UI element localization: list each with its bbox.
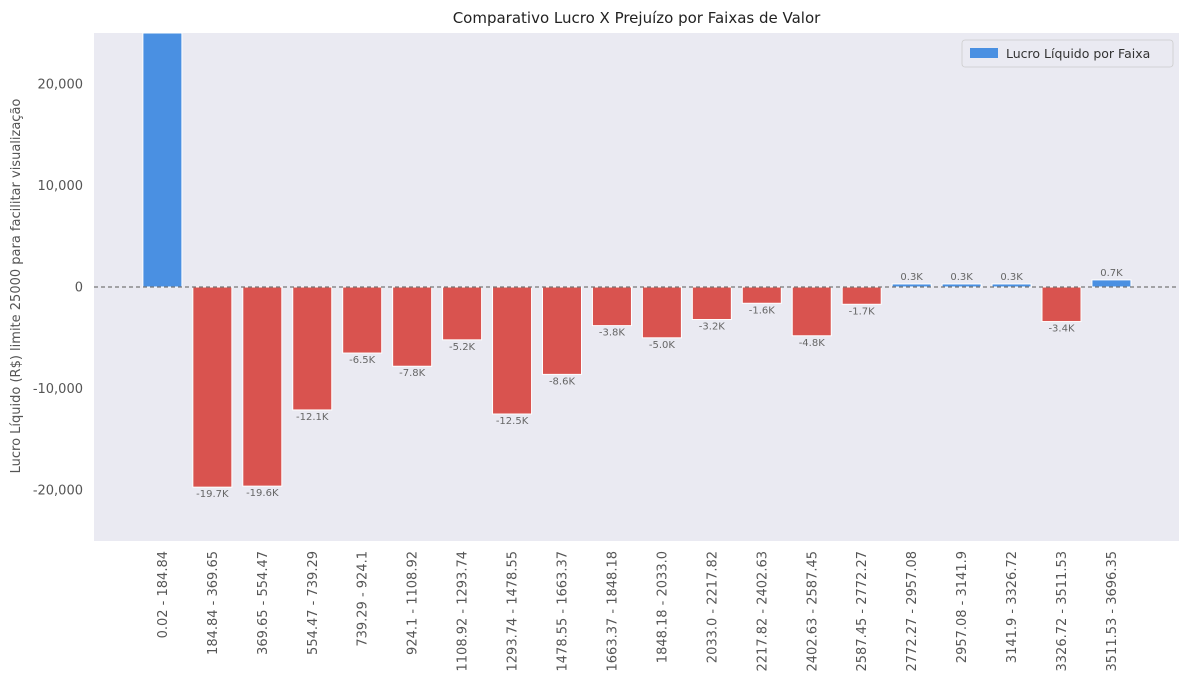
bar: [941, 283, 982, 288]
x-tick-label: 2402.63 - 2587.45: [805, 551, 820, 671]
bar-value-label: -6.5K: [349, 355, 376, 366]
x-tick-label: 2957.08 - 3141.9: [955, 551, 970, 663]
x-tick-label: 739.29 - 924.1: [356, 551, 371, 647]
y-tick-label: 20,000: [38, 77, 84, 92]
x-tick-label: 0.02 - 184.84: [156, 551, 171, 638]
bar-value-label: 0.3K: [900, 272, 923, 283]
y-tick-label: -10,000: [33, 382, 83, 397]
bar-value-label: -5.2K: [449, 342, 476, 353]
bar-value-label: -4.8K: [799, 338, 826, 349]
x-tick-label: 1293.74 - 1478.55: [506, 551, 521, 671]
bars-group: [142, 32, 1132, 488]
bar-value-label: -3.8K: [599, 328, 626, 339]
x-tick-label: 3326.72 - 3511.53: [1055, 551, 1070, 671]
x-tick-label: 2217.82 - 2402.63: [755, 551, 770, 671]
x-tick-label: 2033.0 - 2217.82: [705, 551, 720, 663]
bar-value-labels: -19.7K -19.6K -12.1K -6.5K -7.8K -5.2K -12.5K -…: [196, 268, 1123, 500]
y-axis-ticks: -20,000 -10,000 0 10,000 20,000: [33, 77, 83, 498]
bar-value-label: 0.3K: [1000, 272, 1023, 283]
bar: [492, 286, 533, 415]
bar: [192, 286, 233, 488]
x-tick-label: 184.84 - 369.65: [206, 551, 221, 655]
x-tick-label: 1848.18 - 2033.0: [655, 551, 670, 663]
chart-title: Comparativo Lucro X Prejuízo por Faixas …: [453, 9, 821, 27]
bar-value-label: -1.7K: [849, 306, 876, 317]
bar: [741, 286, 782, 304]
bar: [542, 286, 582, 375]
bar-value-label: -8.6K: [549, 376, 576, 387]
x-tick-label: 554.47 - 739.29: [306, 551, 321, 655]
bar-value-label: -5.0K: [649, 340, 676, 351]
bar: [1091, 279, 1132, 288]
bar: [342, 286, 383, 354]
x-tick-label: 924.1 - 1108.92: [406, 551, 421, 655]
bar: [691, 286, 732, 321]
x-axis-ticks: 0.02 - 184.84 184.84 - 369.65 369.65 - 554…: [156, 551, 1120, 671]
legend-label: Lucro Líquido por Faixa: [1006, 46, 1150, 61]
bar: [1041, 286, 1082, 323]
x-tick-label: 2587.45 - 2772.27: [855, 551, 870, 671]
y-axis-title: Lucro Líquido (R$) limite 25000 para fac…: [9, 99, 24, 474]
y-tick-label: 0: [75, 281, 83, 296]
bar-value-label: -7.8K: [399, 368, 426, 379]
bar-value-label: -19.6K: [246, 488, 279, 499]
bar-value-label: -3.2K: [699, 322, 726, 333]
bar: [392, 286, 433, 367]
bar: [292, 286, 333, 411]
legend: Lucro Líquido por Faixa: [961, 39, 1174, 68]
bar: [142, 32, 183, 288]
bar: [591, 286, 632, 327]
bar: [442, 286, 483, 341]
x-tick-label: 1663.37 - 1848.18: [605, 551, 620, 671]
bar-value-label: -12.5K: [496, 416, 529, 427]
legend-box: [961, 39, 1174, 68]
bar-value-label: -1.6K: [749, 305, 776, 316]
y-tick-label: -20,000: [33, 484, 83, 499]
x-tick-label: 2772.27 - 2957.08: [905, 551, 920, 671]
x-tick-label: 1478.55 - 1663.37: [556, 551, 571, 671]
x-tick-label: 369.65 - 554.47: [256, 551, 271, 655]
x-tick-label: 3141.9 - 3326.72: [1005, 551, 1020, 663]
bar-value-label: 0.3K: [950, 272, 973, 283]
x-tick-label: 3511.53 - 3696.35: [1105, 551, 1120, 671]
bar: [891, 283, 932, 288]
bar-value-label: -12.1K: [296, 412, 329, 423]
legend-swatch: [970, 48, 998, 58]
bar-value-label: 0.7K: [1100, 268, 1123, 279]
bar-value-label: -19.7K: [196, 489, 229, 500]
x-tick-label: 1108.92 - 1293.74: [456, 551, 471, 671]
bar: [791, 286, 832, 337]
bar: [841, 286, 882, 305]
bar-value-label: -3.4K: [1048, 324, 1075, 335]
y-tick-label: 10,000: [38, 179, 84, 194]
bar: [242, 286, 283, 487]
bar: [641, 286, 682, 339]
